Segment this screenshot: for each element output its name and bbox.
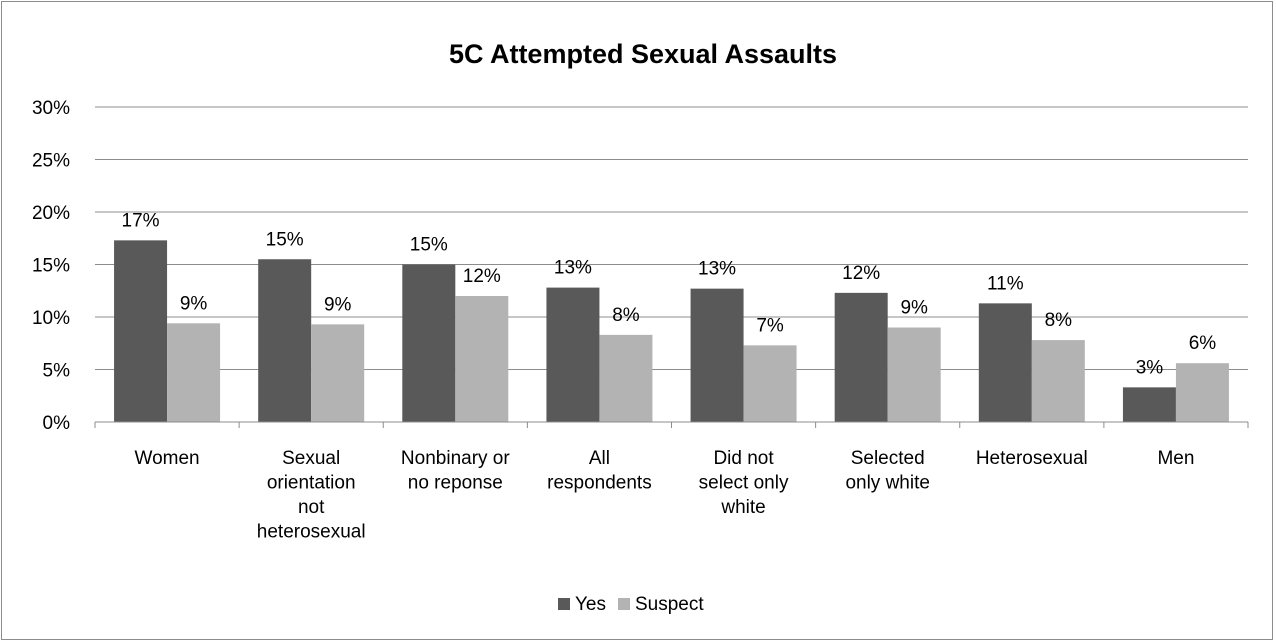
y-axis-ticks: 0% 5% 10% 15% 20% 25% 30% bbox=[32, 98, 70, 434]
bar-yes bbox=[258, 259, 312, 422]
data-label: 13% bbox=[554, 258, 592, 279]
category-label-line: Nonbinary or bbox=[401, 448, 510, 469]
category-label-line: Sexual bbox=[282, 448, 340, 469]
category-label: Selected only white bbox=[845, 448, 930, 494]
category-label-line: orientation bbox=[267, 473, 356, 494]
category-label: Nonbinary or no reponse bbox=[401, 448, 510, 494]
x-axis bbox=[94, 421, 1249, 428]
category-label: Sexual orientation not heterosexual bbox=[257, 448, 366, 543]
bars bbox=[114, 240, 1229, 422]
category-label-line: Women bbox=[135, 448, 200, 469]
category-label-line: respondents bbox=[547, 473, 652, 494]
data-label: 17% bbox=[122, 210, 160, 231]
legend-label-yes: Yes bbox=[575, 594, 606, 615]
data-label: 9% bbox=[324, 294, 352, 315]
bar-yes bbox=[834, 292, 888, 422]
bar-yes bbox=[546, 287, 600, 422]
data-label: 12% bbox=[842, 263, 880, 284]
category-label-line: heterosexual bbox=[257, 522, 366, 543]
data-label: 15% bbox=[266, 229, 304, 250]
category-label: Did not select only white bbox=[699, 448, 789, 518]
data-label: 12% bbox=[463, 266, 501, 287]
legend-label-suspect: Suspect bbox=[635, 594, 704, 615]
y-tick-label: 10% bbox=[32, 308, 70, 329]
data-label: 9% bbox=[180, 293, 208, 314]
data-label: 6% bbox=[1189, 333, 1217, 354]
legend-swatch-suspect bbox=[618, 598, 630, 610]
bar-suspect bbox=[599, 334, 653, 422]
category-label-line: Did not bbox=[713, 448, 774, 469]
category-labels: Women Sexual orientation not heterosexual Non… bbox=[135, 448, 1195, 543]
bar-suspect bbox=[455, 296, 509, 422]
bar-yes bbox=[402, 264, 456, 422]
y-tick-label: 5% bbox=[43, 361, 71, 382]
category-label: Heterosexual bbox=[976, 448, 1088, 469]
bar-suspect bbox=[167, 323, 221, 422]
data-label: 8% bbox=[612, 305, 640, 326]
bar-yes bbox=[690, 288, 744, 422]
category-label: All respondents bbox=[547, 448, 652, 494]
bar-yes bbox=[1122, 387, 1176, 422]
data-label: 7% bbox=[756, 315, 784, 336]
data-label: 3% bbox=[1136, 357, 1164, 378]
bar-suspect bbox=[743, 345, 797, 422]
category-label-line: All bbox=[589, 448, 610, 469]
y-tick-label: 0% bbox=[43, 413, 71, 434]
category-label-line: Heterosexual bbox=[976, 448, 1088, 469]
chart-title: 5C Attempted Sexual Assaults bbox=[449, 39, 837, 69]
legend: Yes Suspect bbox=[558, 594, 704, 615]
bar-yes bbox=[978, 303, 1032, 422]
bar-suspect bbox=[1031, 340, 1085, 422]
y-tick-label: 30% bbox=[32, 98, 70, 119]
y-tick-label: 20% bbox=[32, 203, 70, 224]
category-label-line: Men bbox=[1157, 448, 1194, 469]
category-label: Women bbox=[135, 448, 200, 469]
data-labels: 17% 15% 15% 13% 13% 12% 11% 3% 9% 9% 12% 8% 7% 9% 8% 6% bbox=[122, 210, 1217, 378]
y-tick-label: 15% bbox=[32, 256, 70, 277]
category-label: Men bbox=[1157, 448, 1194, 469]
y-tick-label: 25% bbox=[32, 151, 70, 172]
data-label: 13% bbox=[698, 259, 736, 280]
bar-suspect bbox=[1175, 363, 1229, 422]
bar-suspect bbox=[311, 324, 365, 422]
legend-swatch-yes bbox=[558, 598, 570, 610]
category-label-line: only white bbox=[845, 473, 930, 494]
category-label-line: Selected bbox=[851, 448, 925, 469]
category-label-line: select only bbox=[699, 473, 789, 494]
data-label: 11% bbox=[987, 273, 1024, 294]
category-label-line: not bbox=[298, 497, 325, 518]
bar-suspect bbox=[887, 327, 941, 422]
category-label-line: white bbox=[720, 497, 765, 518]
data-label: 15% bbox=[410, 235, 448, 256]
category-label-line: no reponse bbox=[408, 473, 503, 494]
data-label: 8% bbox=[1045, 310, 1073, 331]
bar-yes bbox=[114, 240, 168, 422]
data-label: 9% bbox=[900, 298, 928, 319]
